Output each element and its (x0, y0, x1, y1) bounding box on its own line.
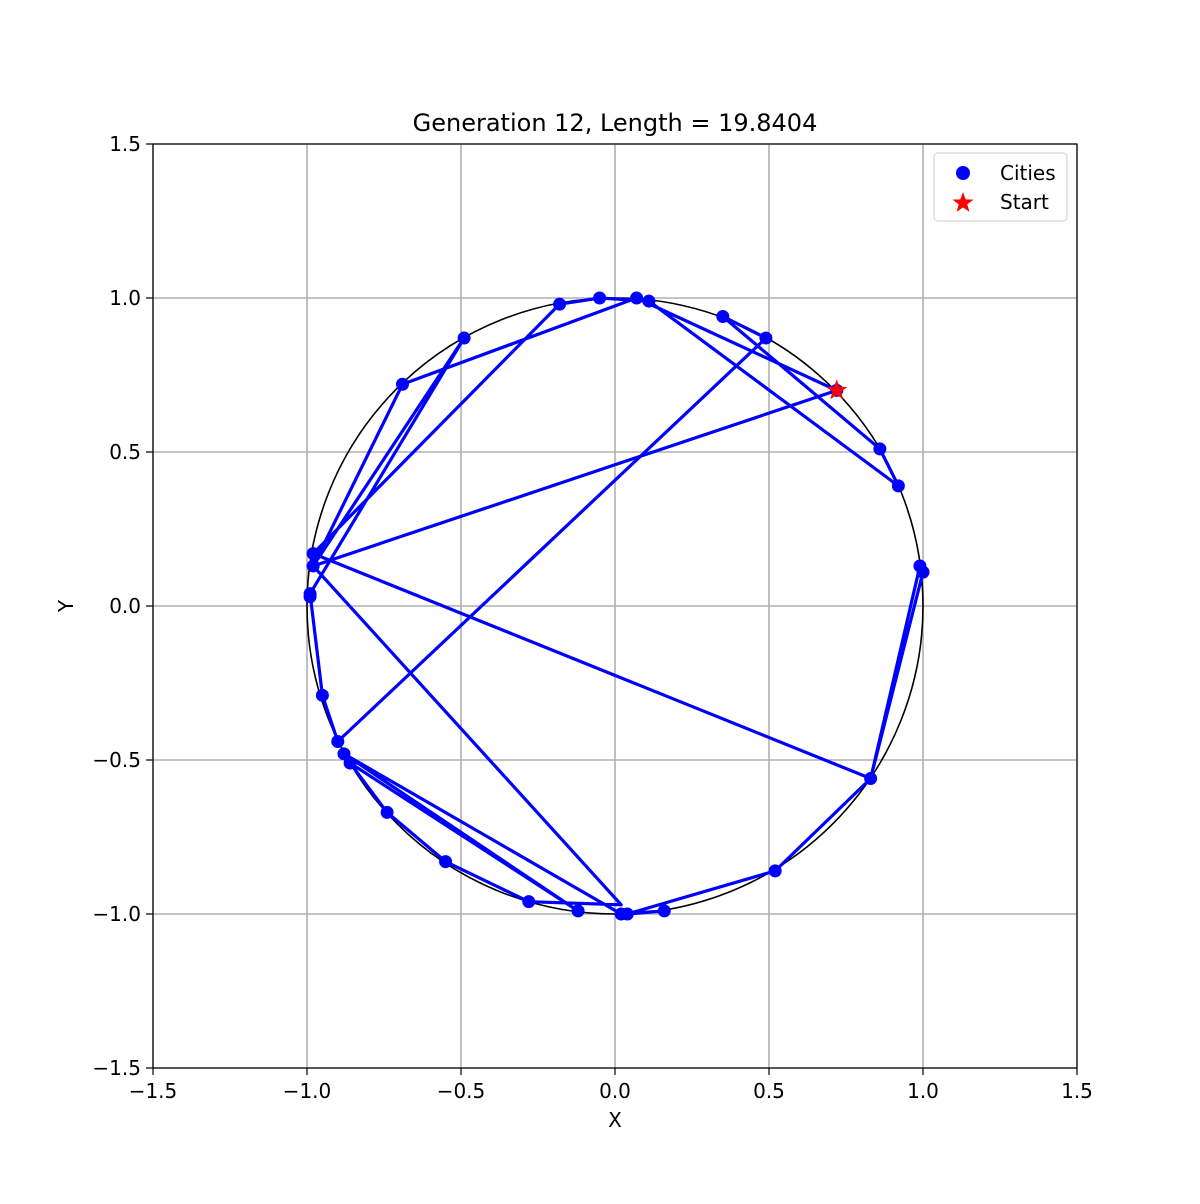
x-axis-ticks: −1.5 −1.0 −0.5 0.0 0.5 1.0 1.5 (129, 1068, 1093, 1103)
city-point-6 (768, 864, 782, 878)
city-point-10 (571, 904, 585, 918)
x-tick-label-6: 1.5 (1061, 1079, 1093, 1103)
city-point-17 (315, 688, 329, 702)
city-point-20 (306, 559, 320, 573)
city-point-13 (380, 805, 394, 819)
city-point-15 (337, 747, 351, 761)
y-tick-label-4: 0.5 (109, 440, 141, 464)
city-point-4 (916, 565, 930, 579)
start-point-0 (826, 379, 848, 400)
x-tick-label-1: −1.0 (283, 1079, 332, 1103)
city-point-19 (303, 590, 317, 604)
x-tick-label-3: 0.0 (599, 1079, 631, 1103)
start-marker-layer (826, 379, 848, 400)
x-tick-label-4: 0.5 (753, 1079, 785, 1103)
y-tick-label-5: 1.0 (109, 286, 141, 310)
city-point-22 (395, 377, 409, 391)
city-point-7 (657, 904, 671, 918)
city-point-2 (891, 479, 905, 493)
y-tick-label-1: −1.0 (92, 902, 141, 926)
legend: Cities Start (933, 152, 1068, 222)
city-point-29 (759, 331, 773, 345)
x-axis-label: X (608, 1108, 622, 1132)
city-point-1 (873, 442, 887, 456)
city-point-16 (331, 735, 345, 749)
city-point-23 (457, 331, 471, 345)
legend-cities-marker (956, 166, 970, 180)
city-point-27 (642, 294, 656, 308)
x-tick-label-2: −0.5 (437, 1079, 486, 1103)
y-axis-label: Y (54, 599, 78, 613)
city-point-14 (343, 756, 357, 770)
y-axis-ticks: −1.5 −1.0 −0.5 0.0 0.5 1.0 1.5 (92, 132, 153, 1080)
city-point-25 (593, 291, 607, 305)
city-point-28 (716, 309, 730, 323)
city-point-11 (522, 895, 536, 909)
y-tick-label-3: 0.0 (109, 594, 141, 618)
city-point-5 (864, 771, 878, 785)
city-markers (303, 291, 930, 921)
y-tick-label-0: −1.5 (92, 1056, 141, 1080)
city-point-24 (553, 297, 567, 311)
x-tick-label-5: 1.0 (907, 1079, 939, 1103)
city-point-21 (306, 547, 320, 561)
city-point-26 (630, 291, 644, 305)
y-tick-label-2: −0.5 (92, 748, 141, 772)
legend-start-marker (952, 192, 974, 212)
city-point-12 (439, 855, 453, 869)
y-tick-label-6: 1.5 (109, 132, 141, 156)
legend-start-label: Start (1000, 190, 1049, 214)
city-point-9 (614, 907, 628, 921)
legend-cities-label: Cities (1000, 161, 1056, 185)
x-tick-label-0: −1.5 (129, 1079, 178, 1103)
chart-title: Generation 12, Length = 19.8404 (413, 109, 818, 137)
